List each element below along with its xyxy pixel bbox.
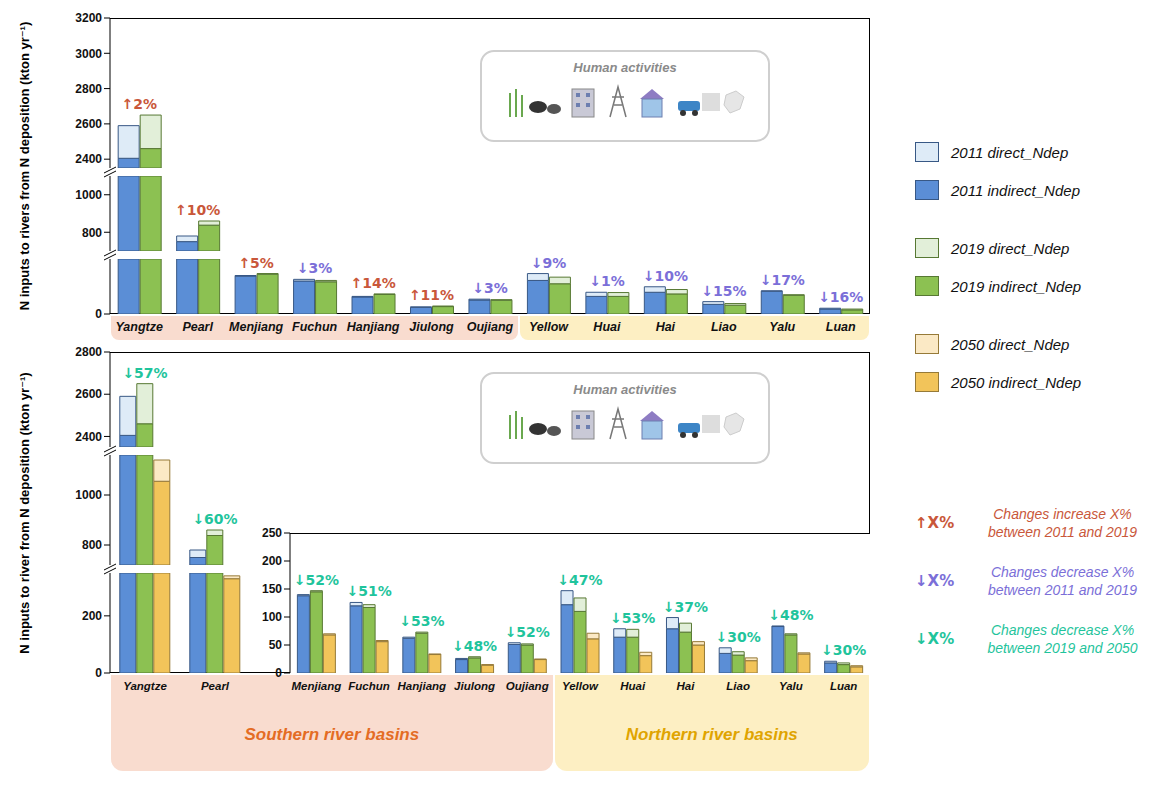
svg-text:800: 800 xyxy=(82,226,102,240)
html-text:↓30%: ↓30% xyxy=(715,628,761,645)
svg-text:2600: 2600 xyxy=(75,117,102,131)
html-text:2011 direct_Ndep: 2011 direct_Ndep xyxy=(951,143,1069,161)
html-text:Yangtze: Yangtze xyxy=(115,320,163,334)
html-text:Huai: Huai xyxy=(620,680,646,692)
html-text:↑10%: ↑10% xyxy=(175,202,221,218)
html-text:Fuchun: Fuchun xyxy=(348,680,390,692)
html-text:Human activities: Human activities xyxy=(573,382,677,397)
html-text:Fuchun: Fuchun xyxy=(292,320,338,334)
svg-text:2400: 2400 xyxy=(75,152,102,166)
html-text:Hanjiang: Hanjiang xyxy=(346,320,400,334)
html-text:Liao: Liao xyxy=(726,680,750,692)
html-text:↓52%: ↓52% xyxy=(504,623,550,640)
html-text:↓9%: ↓9% xyxy=(530,254,567,271)
html-text:Yangtze: Yangtze xyxy=(123,680,167,692)
html-text:↓60%: ↓60% xyxy=(192,511,238,527)
html-text:↑14%: ↑14% xyxy=(350,274,396,291)
svg-text:50: 50 xyxy=(269,638,283,652)
html-text:2019 direct_Ndep: 2019 direct_Ndep xyxy=(951,239,1070,257)
html-text:↓52%: ↓52% xyxy=(293,571,339,588)
html-text:↓X%: ↓X% xyxy=(915,572,955,590)
html-text:Northern river basins: Northern river basins xyxy=(625,725,798,744)
html-text:Changes increase X% between 20: Changes increase X% between 2011 and 201… xyxy=(987,506,1138,540)
svg-text:3000: 3000 xyxy=(75,47,102,61)
html-text:↓16%: ↓16% xyxy=(818,289,864,306)
svg-text:100: 100 xyxy=(262,610,282,624)
html-text:↑X%: ↑X% xyxy=(915,514,955,532)
svg-text:1000: 1000 xyxy=(75,188,102,202)
html-text:↓48%: ↓48% xyxy=(768,607,814,623)
svg-text:2800: 2800 xyxy=(75,345,102,359)
html-text:Hai: Hai xyxy=(655,320,676,334)
svg-text:2600: 2600 xyxy=(75,387,102,401)
html-text:Yalu: Yalu xyxy=(779,680,803,692)
html-text:↓53%: ↓53% xyxy=(610,609,656,626)
html-text:Jiulong: Jiulong xyxy=(454,680,495,692)
html-text:Southern river basins: Southern river basins xyxy=(244,725,420,744)
html-text:Yalu: Yalu xyxy=(769,320,796,334)
html-text:↓47%: ↓47% xyxy=(557,571,603,588)
html-text:Yellow: Yellow xyxy=(528,320,568,334)
html-text:Changes decrease X% between 20: Changes decrease X% between 2019 and 205… xyxy=(987,622,1138,656)
svg-text:0: 0 xyxy=(95,307,102,321)
html-text:Menjiang: Menjiang xyxy=(229,320,284,334)
svg-text:200: 200 xyxy=(262,554,282,568)
html-text:↓51%: ↓51% xyxy=(346,583,392,600)
html-text:2050 direct_Ndep: 2050 direct_Ndep xyxy=(951,335,1070,353)
html-text:↑2%: ↑2% xyxy=(121,96,157,112)
html-text:↓17%: ↓17% xyxy=(759,271,805,288)
html-text:Luan: Luan xyxy=(825,320,856,334)
html-text:↓3%: ↓3% xyxy=(296,260,333,277)
html-text:↑5%: ↑5% xyxy=(238,254,274,271)
svg-text:1000: 1000 xyxy=(75,488,102,502)
html-text:↑11%: ↑11% xyxy=(408,287,455,303)
html-text:2050 indirect_Ndep: 2050 indirect_Ndep xyxy=(951,373,1082,391)
svg-text:0: 0 xyxy=(275,666,282,680)
svg-text:800: 800 xyxy=(82,538,102,552)
html-text:↓10%: ↓10% xyxy=(642,267,688,284)
html-text:Hai: Hai xyxy=(676,680,695,692)
html-text:2011 indirect_Ndep: 2011 indirect_Ndep xyxy=(951,181,1080,199)
html-text:↓48%: ↓48% xyxy=(451,637,498,654)
svg-text:3200: 3200 xyxy=(75,11,102,25)
html-text:Huai: Huai xyxy=(593,320,621,334)
html-text:↓57%: ↓57% xyxy=(122,364,168,381)
html-text:↓15%: ↓15% xyxy=(701,282,747,299)
html-text:Menjiang: Menjiang xyxy=(291,680,342,692)
html-text:↓53%: ↓53% xyxy=(399,613,445,630)
svg-text:200: 200 xyxy=(82,609,102,623)
html-text:↓30%: ↓30% xyxy=(821,642,867,659)
html-text:Pearl: Pearl xyxy=(200,680,230,692)
html-text:Hanjiang: Hanjiang xyxy=(397,680,447,692)
svg-text:150: 150 xyxy=(262,582,282,596)
html-text:↓1%: ↓1% xyxy=(589,273,625,290)
html-text:2019 indirect_Ndep: 2019 indirect_Ndep xyxy=(951,277,1082,295)
html-text:Oujiang: Oujiang xyxy=(466,320,514,334)
html-text:N inputs to rivers from N depo: N inputs to rivers from N deposition (kt… xyxy=(17,21,32,311)
html-text:N inputs to river from N depos: N inputs to river from N deposition (kto… xyxy=(17,371,32,654)
html-text:↓X%: ↓X% xyxy=(915,630,955,648)
html-text:Yellow: Yellow xyxy=(562,680,598,692)
html-text:Changes decrease X% between 20: Changes decrease X% between 2011 and 201… xyxy=(987,564,1138,598)
html-text:Pearl: Pearl xyxy=(182,320,213,334)
html-text:↓3%: ↓3% xyxy=(472,280,508,297)
html-text:Liao: Liao xyxy=(711,320,737,334)
html-text:Oujiang: Oujiang xyxy=(505,680,549,692)
svg-text:250: 250 xyxy=(262,526,282,540)
svg-text:0: 0 xyxy=(95,666,102,680)
html-text:Jiulong: Jiulong xyxy=(409,320,454,334)
html-text:↓37%: ↓37% xyxy=(662,598,709,615)
svg-text:2400: 2400 xyxy=(75,430,102,444)
html-text:Luan: Luan xyxy=(829,680,858,692)
svg-text:2800: 2800 xyxy=(75,82,102,96)
html-text:Human activities: Human activities xyxy=(573,60,677,75)
